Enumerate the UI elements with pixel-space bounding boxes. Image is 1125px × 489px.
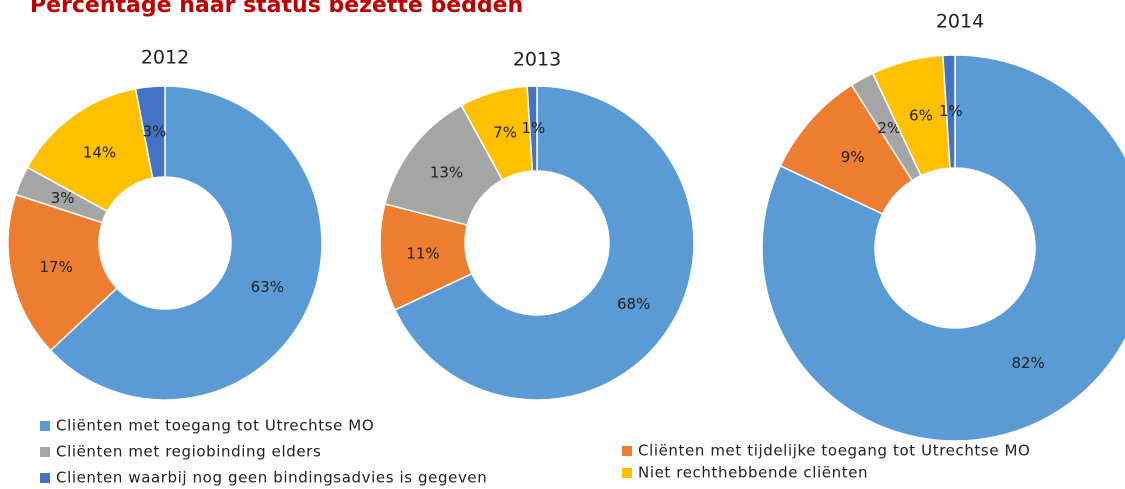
- data-label: 3%: [143, 122, 167, 140]
- chart-subtitle: 2013: [513, 49, 561, 71]
- legend-label: Clienten waarbij nog geen bindingsadvies…: [56, 469, 487, 487]
- donut-segment: [393, 85, 695, 401]
- data-label: 11%: [406, 244, 439, 262]
- data-label: 68%: [617, 295, 650, 313]
- donut-segment: [134, 85, 166, 180]
- chart-subtitle: 2012: [141, 47, 189, 69]
- donut-segment: [26, 87, 154, 213]
- donut-segment: [942, 54, 956, 169]
- legend-swatch: [40, 473, 50, 483]
- donut-segment: [761, 54, 1125, 442]
- donut-segment: [526, 85, 538, 172]
- data-label: 6%: [909, 106, 933, 124]
- data-label: 82%: [1011, 354, 1044, 372]
- legend-swatch: [622, 446, 632, 456]
- data-label: 63%: [251, 278, 284, 296]
- donut-segment: [7, 193, 118, 352]
- legend-label: Niet rechthebbende cliënten: [638, 464, 868, 482]
- data-label: 17%: [40, 258, 73, 276]
- data-label: 1%: [939, 102, 963, 120]
- legend-label: Cliënten met tijdelijke toegang tot Utre…: [638, 442, 1030, 460]
- legend-swatch: [622, 468, 632, 478]
- chart-subtitle: 2014: [936, 11, 984, 33]
- data-label: 1%: [522, 119, 546, 137]
- data-label: 2%: [877, 119, 901, 137]
- legend-swatch: [40, 421, 50, 431]
- legend-label: Cliënten met toegang tot Utrechtse MO: [56, 417, 374, 435]
- data-label: 3%: [51, 189, 75, 207]
- legend-label: Cliënten met regiobinding elders: [56, 443, 321, 461]
- data-label: 13%: [430, 163, 463, 181]
- data-label: 9%: [841, 148, 865, 166]
- data-label: 7%: [493, 124, 517, 142]
- legend-swatch: [40, 447, 50, 457]
- data-label: 14%: [83, 143, 116, 161]
- chart-title: Percentage naar status bezette bedden: [30, 0, 523, 18]
- donut-segment: [49, 85, 323, 401]
